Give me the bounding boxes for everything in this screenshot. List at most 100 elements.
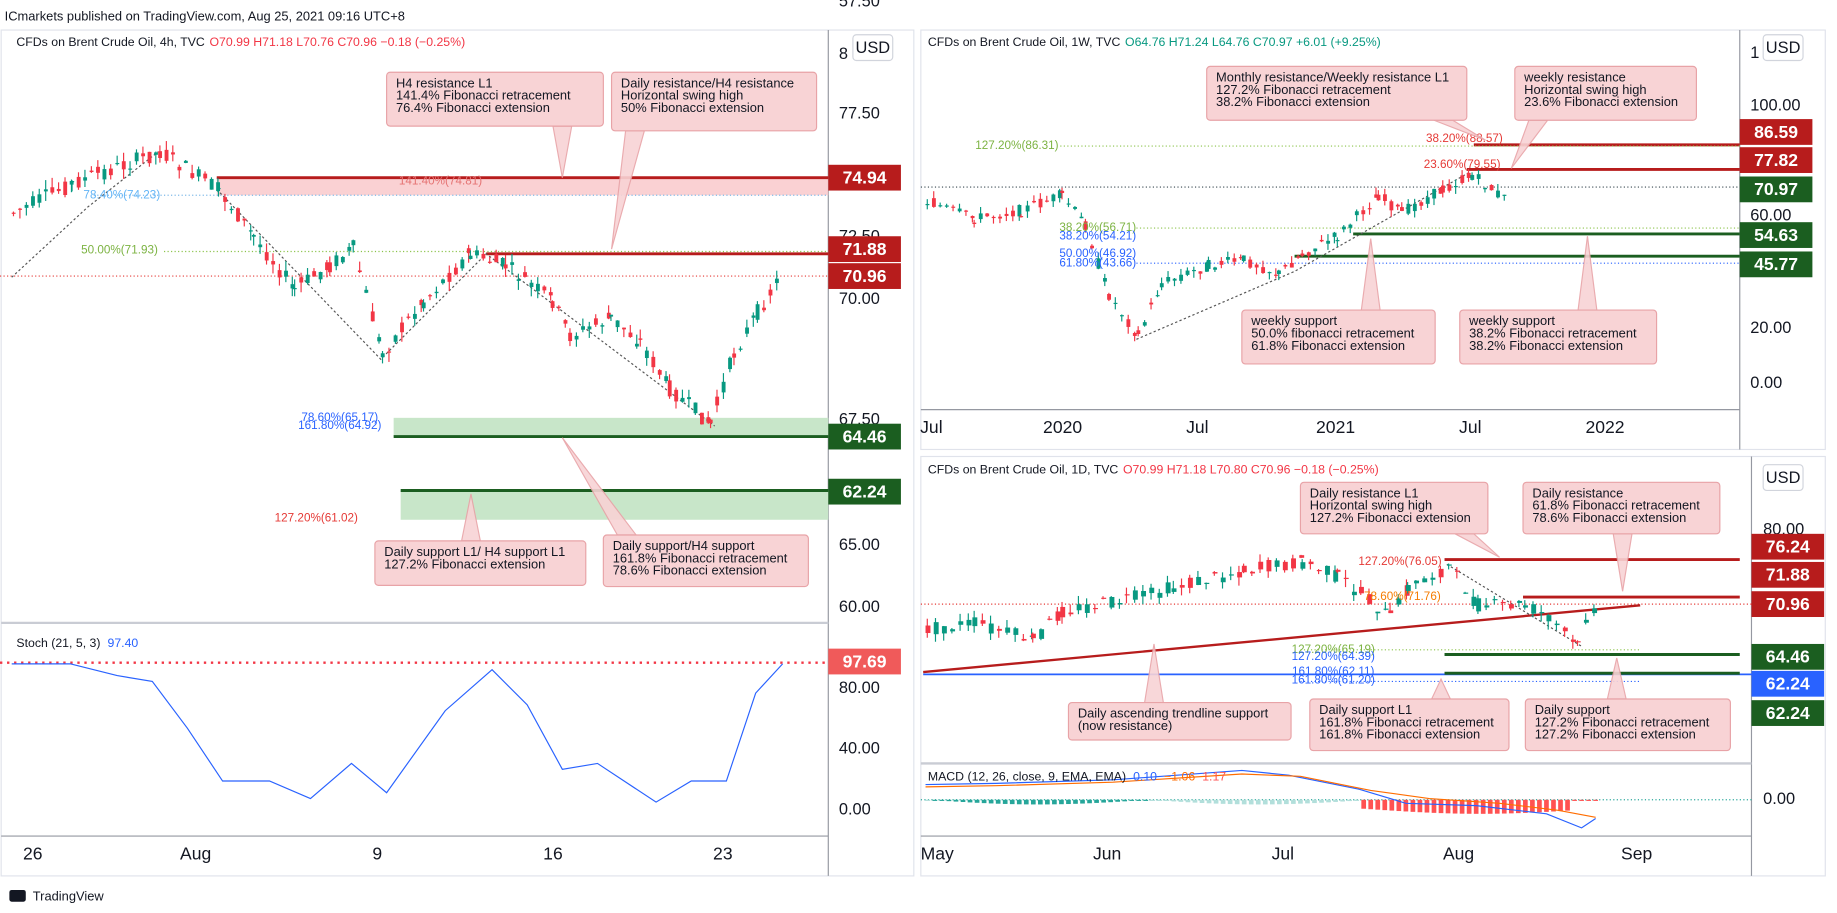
candle-body: [1471, 596, 1477, 606]
candle-body: [494, 254, 499, 263]
candle-body: [203, 173, 208, 179]
macd-histogram: [1220, 799, 1226, 804]
candle-body: [1476, 174, 1481, 179]
candle-body: [1308, 561, 1314, 565]
candle-body: [1274, 560, 1280, 567]
candle-body: [996, 628, 1002, 631]
candle-body: [1198, 271, 1203, 274]
trendline: [923, 604, 1641, 674]
candle-body: [271, 261, 276, 265]
signal-line: [925, 773, 1596, 818]
macd-histogram: [1269, 799, 1275, 805]
candle-body: [693, 402, 698, 414]
candle-body: [609, 314, 614, 317]
fib-label: 127.20%(64.39): [1292, 650, 1375, 663]
candle-body: [83, 177, 88, 181]
price-tag: [1751, 643, 1825, 670]
candle-body: [284, 270, 288, 277]
candle-body: [37, 194, 42, 203]
candle-body: [312, 271, 317, 277]
macd-line: [925, 769, 1596, 829]
time-label: 2020: [1043, 417, 1082, 437]
macd-histogram: [1143, 799, 1149, 801]
candle-body: [1396, 598, 1402, 605]
candle-body: [1004, 213, 1009, 216]
price-tag: [1751, 700, 1825, 726]
candle-body: [1405, 584, 1411, 591]
candle-body: [1316, 569, 1322, 572]
candle-body: [732, 353, 737, 358]
candle-body: [1291, 558, 1296, 569]
candle-body: [1055, 611, 1061, 621]
candle-body: [1395, 204, 1400, 207]
macd-histogram: [1255, 799, 1261, 805]
callout-text: 50% Fibonacci extension: [621, 100, 764, 115]
candle-body: [593, 318, 598, 325]
stoch-line: [11, 663, 784, 803]
candle-body: [1232, 258, 1237, 262]
candle-body: [370, 311, 375, 322]
fib-label: 78.60%(65.17): [301, 411, 378, 424]
candle-body: [1383, 194, 1387, 201]
candle-body: [334, 255, 339, 267]
price-tag-label: 76.24: [1766, 537, 1810, 557]
zone: [216, 177, 829, 196]
time-label: 26: [23, 843, 43, 863]
candle-body: [1228, 574, 1234, 576]
fib-label: 61.80%(43.66): [1059, 256, 1136, 269]
fib-label: 38.20%(54.21): [1059, 229, 1136, 242]
logo: [9, 889, 26, 902]
candle-body: [102, 169, 107, 180]
candle-body: [1367, 208, 1372, 210]
price-label: 77.50: [839, 105, 880, 123]
candle-body: [1376, 194, 1381, 201]
candle-body: [1296, 256, 1301, 258]
callout-text: 127.2% Fibonacci extension: [384, 556, 545, 571]
candle-body: [1019, 216, 1024, 218]
candle-body: [1325, 565, 1330, 575]
currency: USD: [856, 39, 891, 57]
macd-histogram: [995, 799, 1001, 804]
candle-body: [628, 332, 633, 338]
candle-body: [1103, 278, 1107, 282]
macd-histogram: [988, 799, 994, 804]
candle-body: [18, 208, 23, 210]
macd-histogram: [1403, 799, 1409, 812]
candle-body: [535, 283, 540, 292]
candle-body: [1132, 332, 1137, 336]
candle-body: [1149, 302, 1154, 305]
candle-body: [938, 205, 943, 207]
candle-body: [1179, 585, 1185, 588]
candle-body: [258, 244, 263, 248]
macd-histogram: [1045, 799, 1050, 805]
candle-body: [1319, 239, 1324, 242]
candle-body: [985, 213, 990, 217]
macd-histogram: [1375, 799, 1381, 810]
candle-body: [318, 272, 323, 280]
time-label: 2021: [1316, 417, 1355, 437]
candle-body: [1159, 283, 1164, 288]
candle-body: [466, 248, 471, 254]
macd-histogram: [1136, 799, 1142, 801]
indicator-name: Stoch (21, 5, 3): [16, 636, 100, 650]
ohlc: O64.76 H71.24 L64.76 C70.97 +6.01 (+9.25…: [1125, 35, 1381, 49]
price-label: 57.50: [839, 0, 880, 10]
fib-label: 38.20%(88.57): [1426, 132, 1503, 145]
macd-histogram: [1593, 799, 1599, 801]
macd-histogram: [1333, 799, 1338, 802]
price-tag: [828, 648, 901, 675]
price-tag: [1751, 591, 1825, 618]
candle-body: [1187, 577, 1193, 588]
candle-body: [468, 255, 473, 259]
candle-body: [634, 343, 639, 347]
candle-body: [1045, 200, 1049, 202]
candle-body: [1101, 597, 1107, 599]
macd-histogram: [1206, 799, 1212, 804]
macd-histogram: [1586, 799, 1591, 801]
callout: [374, 540, 587, 586]
macd-histogram: [1494, 799, 1500, 814]
candle-body: [1492, 599, 1498, 601]
candle-body: [290, 284, 295, 289]
candle-body: [183, 160, 188, 163]
candle-body: [1539, 612, 1545, 614]
